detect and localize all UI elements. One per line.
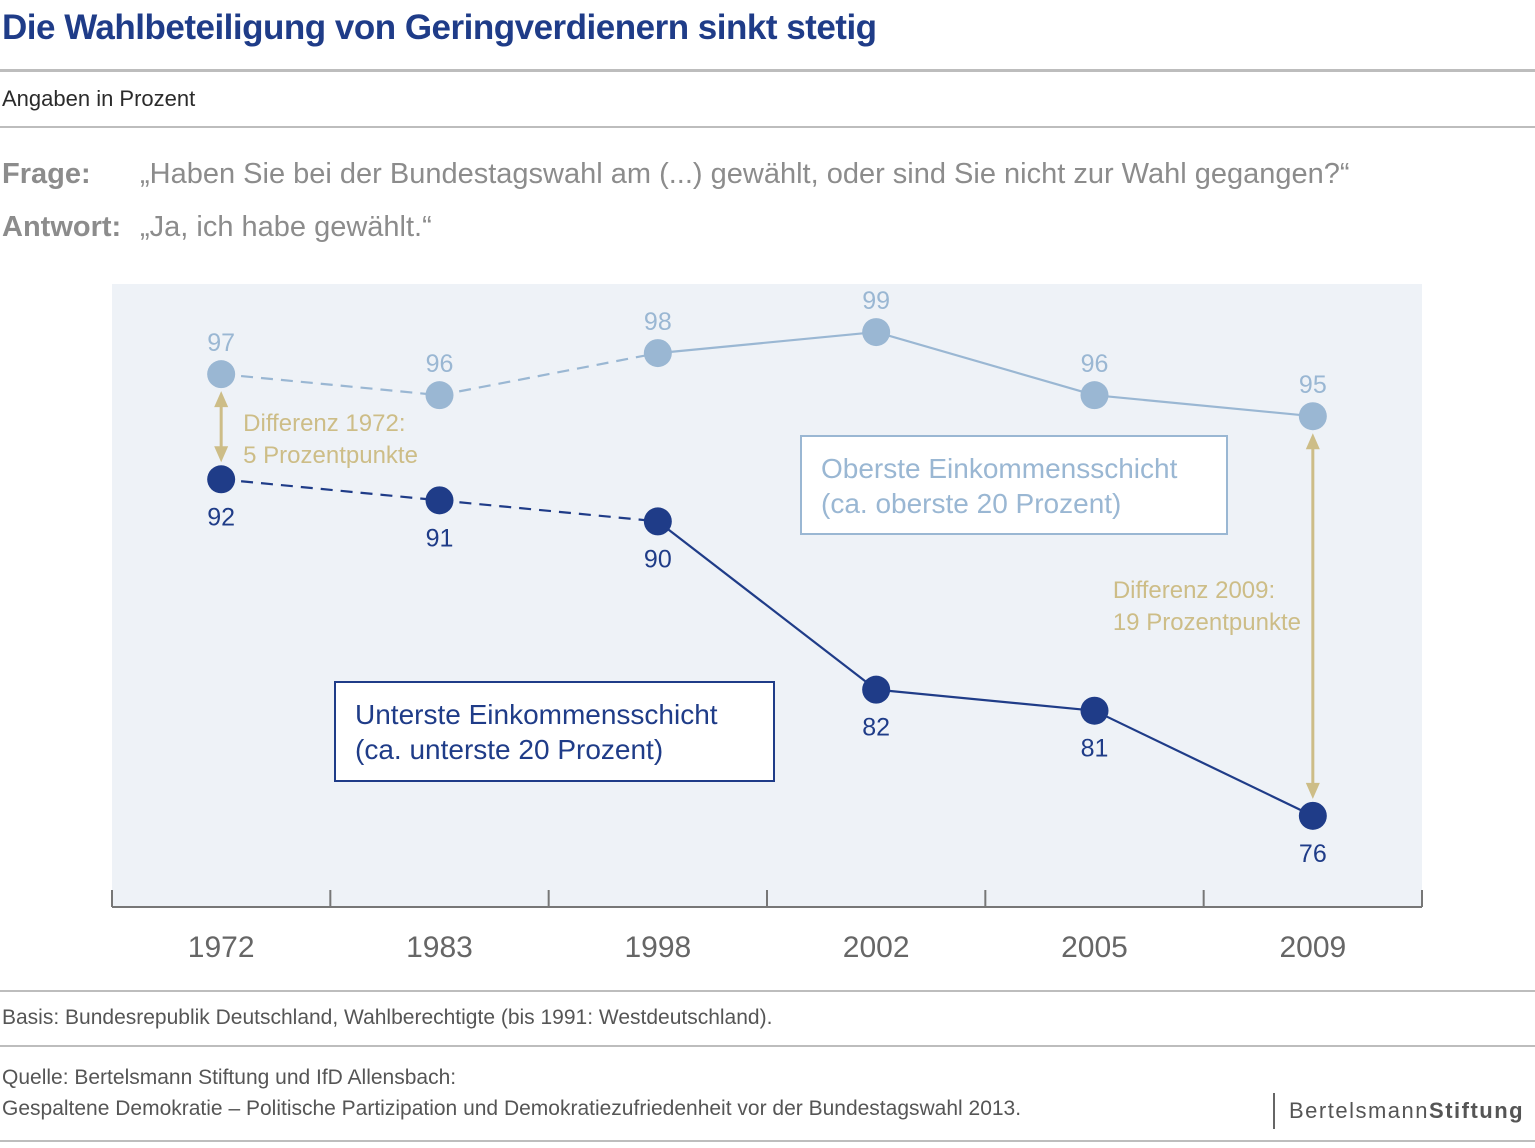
arrow-head-down	[214, 446, 229, 463]
data-point	[1080, 381, 1109, 410]
plot-background	[112, 284, 1422, 908]
data-point	[862, 675, 891, 704]
data-point	[207, 360, 236, 389]
series-layer: 97 96 98 99 96 95 92 91 90 82 81 76	[207, 287, 1327, 868]
subtitle-divider	[0, 126, 1535, 128]
data-label: 76	[1299, 840, 1327, 868]
x-tick-label: 2009	[1279, 931, 1346, 964]
legend-oberste: Oberste Einkommensschicht (ca. oberste 20…	[800, 435, 1228, 535]
data-point	[643, 339, 672, 368]
series-segment	[875, 331, 1095, 397]
x-tick-label: 1972	[188, 931, 255, 964]
data-label: 90	[644, 545, 672, 573]
series-segment	[1094, 394, 1313, 418]
difference-label: 5 Prozentpunkte	[243, 442, 418, 469]
data-label: 95	[1299, 371, 1327, 399]
annotation-layer: Differenz 1972:5 ProzentpunkteDifferenz …	[214, 391, 1320, 799]
data-label: 82	[862, 714, 890, 742]
basis-note: Basis: Bundesrepublik Deutschland, Wahlb…	[2, 1006, 773, 1029]
series-segment	[657, 520, 877, 691]
data-label: 98	[644, 308, 672, 336]
data-label: 97	[207, 329, 235, 357]
data-point	[425, 486, 454, 515]
title-divider	[0, 69, 1535, 72]
x-tick-label: 2005	[1061, 931, 1128, 964]
question-label: Frage:	[2, 158, 91, 190]
legend-text: Unterste Einkommensschicht	[355, 699, 718, 730]
brand-logo: BertelsmannStiftung	[1273, 1093, 1524, 1129]
x-tick-label: 2002	[843, 931, 910, 964]
data-label: 99	[862, 287, 890, 315]
data-point	[207, 465, 236, 494]
difference-label: Differenz 1972:	[243, 410, 405, 437]
data-point	[643, 507, 672, 536]
data-label: 92	[207, 503, 235, 531]
arrow-head-down	[1305, 782, 1320, 799]
legend-text: (ca. oberste 20 Prozent)	[821, 488, 1121, 519]
series-segment	[221, 373, 440, 397]
brand-bold: Stiftung	[1429, 1098, 1525, 1123]
answer-text: „Ja, ich habe gewählt.“	[140, 211, 432, 243]
x-tick-label: 1983	[406, 931, 473, 964]
question-text: „Haben Sie bei der Bundestagswahl am (..…	[140, 158, 1350, 190]
arrow-head-up	[1305, 433, 1320, 450]
legend-text: (ca. unterste 20 Prozent)	[355, 734, 663, 765]
series-segment	[657, 330, 877, 355]
series-segment	[1094, 709, 1314, 817]
source-line-2: Gespaltene Demokratie – Politische Parti…	[2, 1097, 1022, 1120]
data-label: 81	[1081, 735, 1109, 763]
difference-annotation-1972: Differenz 1972: 5 Prozentpunkte	[214, 391, 418, 469]
series-segment	[221, 478, 440, 502]
series-oberste: 97 96 98 99 96 95	[207, 287, 1327, 431]
legend-text: Oberste Einkommensschicht	[821, 453, 1178, 484]
difference-annotation-2009: Differenz 2009: 19 Prozentpunkte	[1113, 433, 1320, 799]
brand-light: Bertelsmann	[1289, 1098, 1430, 1123]
data-label: 96	[1081, 350, 1109, 378]
legend-box	[334, 681, 775, 782]
data-point	[862, 318, 891, 347]
answer-label: Antwort:	[2, 211, 122, 243]
data-point	[425, 381, 454, 410]
difference-label: Differenz 2009:	[1113, 577, 1275, 604]
basis-divider	[0, 990, 1535, 992]
x-tick-label: 1998	[624, 931, 691, 964]
data-point	[1298, 402, 1327, 431]
source-divider	[0, 1045, 1535, 1047]
series-unterste: 92 91 90 82 81 76	[207, 465, 1327, 868]
data-point	[1080, 696, 1109, 725]
chart-title: Die Wahlbeteiligung von Geringverdienern…	[2, 8, 877, 47]
arrow-head-up	[214, 391, 229, 408]
series-segment	[439, 352, 659, 397]
source-line-1: Quelle: Bertelsmann Stiftung und IfD All…	[2, 1066, 457, 1089]
data-point	[1298, 801, 1327, 830]
legend-layer: Oberste Einkommensschicht (ca. oberste 20…	[334, 435, 1228, 782]
series-segment	[439, 499, 658, 523]
answer-row: Antwort: „Ja, ich habe gewählt.“	[2, 211, 432, 244]
legend-unterste: Unterste Einkommensschicht (ca. unterste …	[334, 681, 775, 782]
difference-label: 19 Prozentpunkte	[1113, 609, 1301, 636]
data-label: 96	[426, 350, 454, 378]
data-label: 91	[426, 524, 454, 552]
series-segment	[876, 688, 1095, 712]
bottom-divider	[0, 1140, 1535, 1142]
x-axis: 1972 1983 1998 2002 2005 2009	[111, 890, 1423, 964]
chart-subtitle: Angaben in Prozent	[2, 86, 196, 111]
question-row: Frage: „Haben Sie bei der Bundestagswahl …	[2, 158, 1350, 191]
legend-box	[800, 435, 1228, 535]
